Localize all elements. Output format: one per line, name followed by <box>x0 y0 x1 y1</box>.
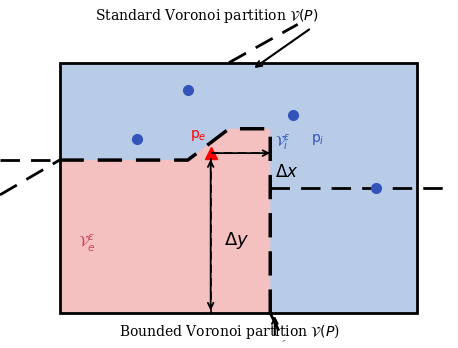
Text: $\Delta x$: $\Delta x$ <box>275 164 298 181</box>
Text: Standard Voronoi partition $\mathcal{V}(P)$: Standard Voronoi partition $\mathcal{V}(… <box>94 7 318 25</box>
Bar <box>60 63 417 313</box>
Bar <box>60 63 417 313</box>
Text: $\mathrm{p}_e$: $\mathrm{p}_e$ <box>190 128 206 143</box>
Text: $\mathcal{V}_e^{\varepsilon}$: $\mathcal{V}_e^{\varepsilon}$ <box>78 233 96 254</box>
Text: $\Delta y$: $\Delta y$ <box>224 230 250 251</box>
Text: Bounded Voronoi partition $\mathcal{V}(P$): Bounded Voronoi partition $\mathcal{V}(P… <box>119 322 339 341</box>
Text: $\mathrm{p}_i$: $\mathrm{p}_i$ <box>311 132 325 147</box>
Polygon shape <box>60 129 270 313</box>
Text: $\mathcal{V}_i^{\varepsilon}$: $\mathcal{V}_i^{\varepsilon}$ <box>275 133 291 153</box>
